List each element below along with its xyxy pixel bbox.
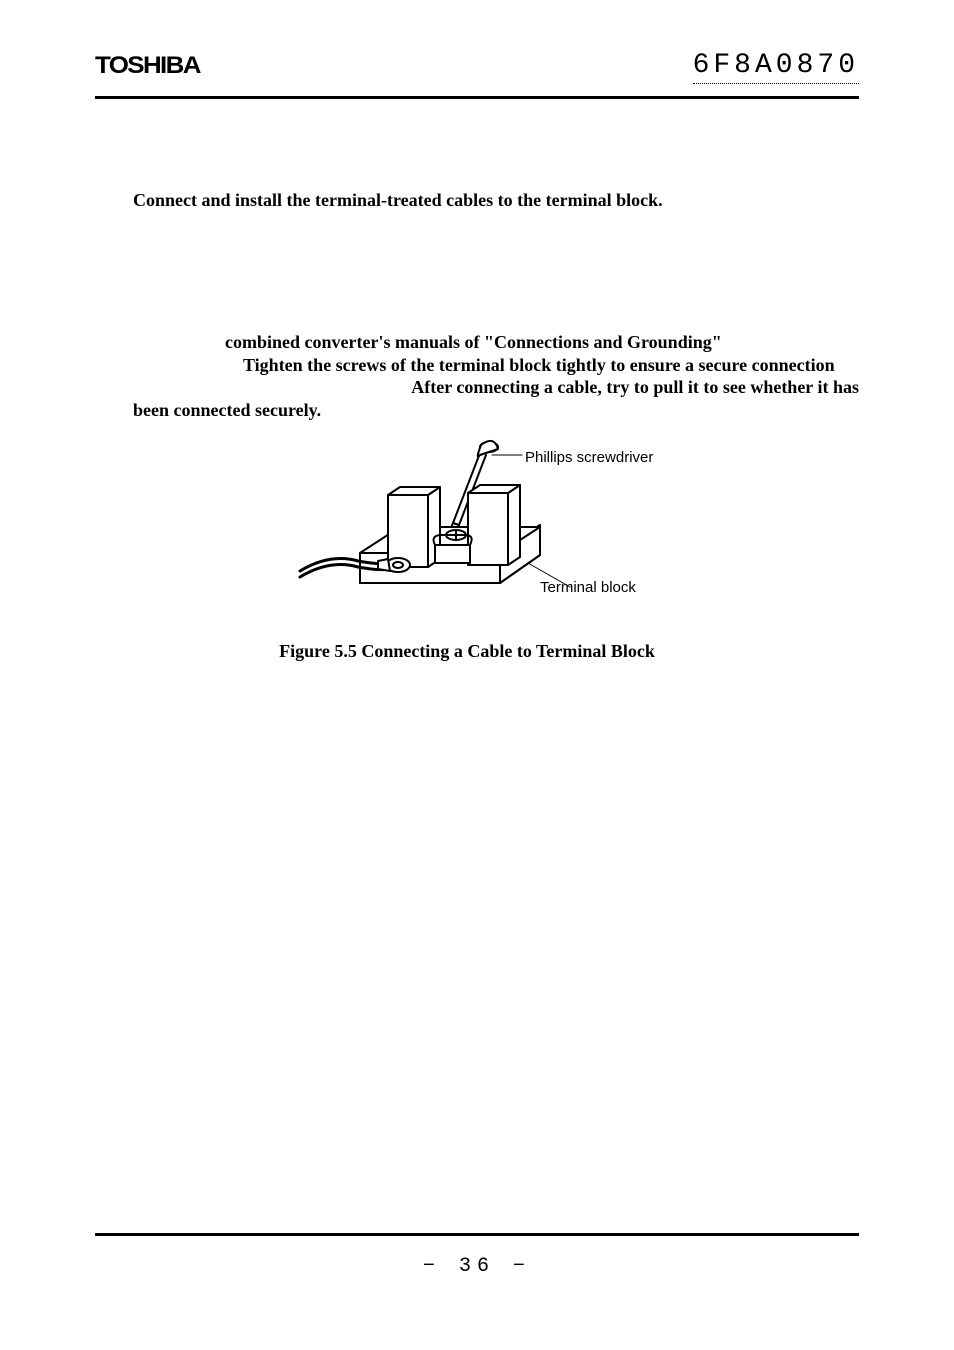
page-number-value: 36 [459, 1255, 495, 1278]
document-number: 6F8A0870 [693, 50, 859, 84]
page-header: TOSHIBA 6F8A0870 [95, 50, 859, 100]
page-dash-left: − [423, 1255, 441, 1278]
footer-rule [95, 1233, 859, 1236]
page-content: Connect and install the terminal-treated… [95, 190, 859, 662]
para2-line1: combined converter's manuals of "Connect… [225, 331, 859, 354]
paragraph-instruction-1: Connect and install the terminal-treated… [133, 190, 859, 211]
paragraph-instruction-2: combined converter's manuals of "Connect… [133, 331, 859, 421]
page-dash-right: − [513, 1255, 531, 1278]
label-terminal-block: Terminal block [540, 579, 636, 596]
para2-line4: been connected securely. [133, 399, 859, 422]
vertical-gap [95, 211, 859, 331]
para2-line3: After connecting a cable, try to pull it… [133, 376, 859, 399]
page-frame: TOSHIBA 6F8A0870 Connect and install the… [95, 50, 859, 1290]
figure-caption: Figure 5.5 Connecting a Cable to Termina… [75, 641, 859, 662]
label-screwdriver: Phillips screwdriver [525, 449, 653, 466]
brand-logo: TOSHIBA [95, 52, 200, 80]
figure-area: Phillips screwdriver Terminal block [95, 435, 859, 635]
para2-line2: Tighten the screws of the terminal block… [243, 354, 859, 377]
page-number: − 36 − [95, 1255, 859, 1278]
header-rule [95, 96, 859, 99]
